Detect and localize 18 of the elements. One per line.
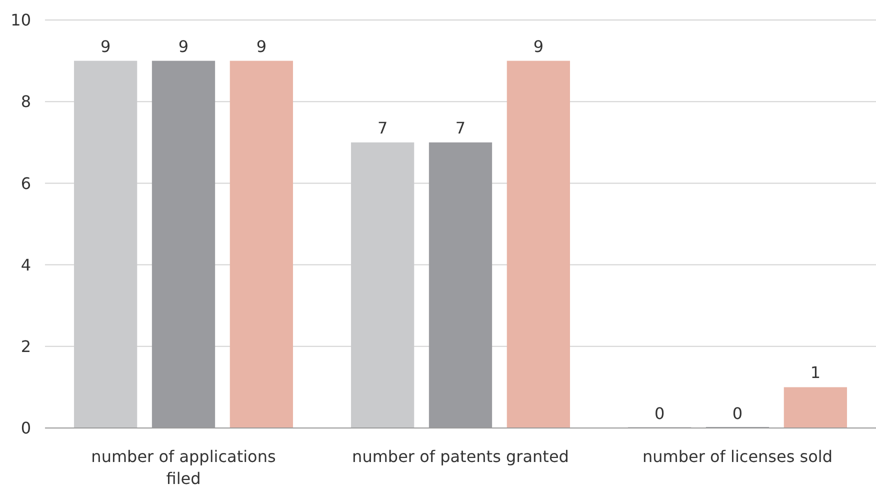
data-label: 7: [377, 118, 388, 138]
y-tick-label: 4: [20, 255, 31, 274]
data-label: 9: [100, 36, 111, 56]
data-label: 9: [178, 36, 189, 56]
data-label: 9: [256, 36, 267, 56]
data-label: 9: [533, 36, 544, 56]
y-tick-label: 8: [20, 92, 31, 112]
y-tick-label: 0: [20, 418, 31, 438]
data-label: 1: [810, 363, 821, 382]
x-tick-label: number of applications filed: [91, 447, 276, 488]
data-label: 7: [455, 118, 466, 138]
y-tick-label: 2: [20, 337, 31, 356]
data-label: 0: [732, 404, 743, 423]
y-tick-label: 6: [20, 174, 31, 193]
x-tick-label: number of licenses sold: [642, 447, 833, 466]
data-label: 0: [654, 404, 665, 423]
y-tick-label: 10: [10, 10, 31, 30]
x-tick-label: number of patents granted: [352, 447, 569, 466]
